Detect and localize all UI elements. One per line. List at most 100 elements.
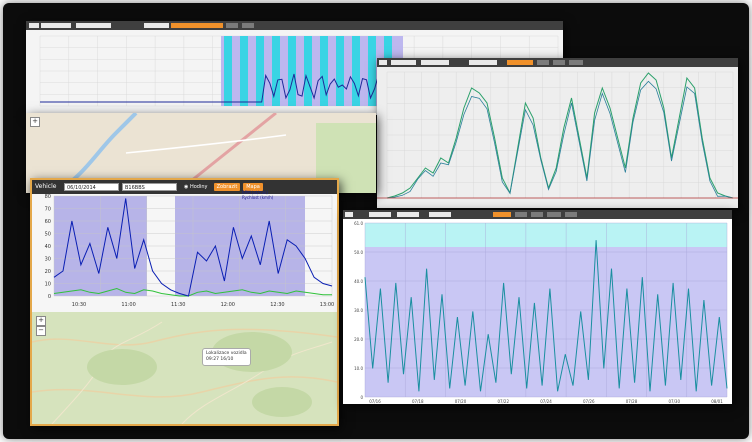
map-area-svg bbox=[32, 312, 337, 424]
x-tick-label: 07/26 bbox=[583, 399, 595, 404]
y-tick-label: 60 bbox=[45, 219, 51, 225]
y-tick-label: 70 bbox=[45, 207, 51, 213]
map-zoom-in-button[interactable]: + bbox=[30, 117, 40, 127]
x-axis-ticks: 07/16 07/18 07/20 07/22 07/24 07/26 07/28 07/30… bbox=[369, 399, 723, 404]
y-axis-ticks: 61.0 50.0 40.0 30.0 20.0 10.0 0 bbox=[354, 221, 363, 400]
hodiny-radio-label: Hodiny bbox=[189, 184, 208, 190]
hodiny-radio[interactable]: ◉ Hodiny bbox=[184, 184, 208, 190]
toolbar-button[interactable] bbox=[537, 60, 549, 65]
y-tick-label: 10 bbox=[45, 282, 51, 288]
map-zoom-out-button[interactable]: − bbox=[36, 326, 46, 336]
map-button[interactable]: Mapa bbox=[243, 183, 263, 191]
cyan-band bbox=[256, 36, 264, 106]
grid bbox=[386, 71, 734, 199]
toolbar-field[interactable] bbox=[379, 60, 387, 65]
x-tick-label: 13:00 bbox=[320, 302, 334, 308]
toolbar-field[interactable] bbox=[369, 212, 391, 217]
toolbar-button[interactable] bbox=[242, 23, 254, 28]
show-button[interactable]: Zobrazit bbox=[214, 183, 240, 191]
y-tick-label: 50.0 bbox=[354, 250, 363, 255]
toolbar-field[interactable] bbox=[144, 23, 169, 28]
x-tick-label: 10:30 bbox=[72, 302, 86, 308]
series-line-teal bbox=[386, 80, 734, 199]
cyan-band bbox=[288, 36, 296, 106]
x-tick-label: 12:00 bbox=[221, 302, 235, 308]
top-right-chart-svg bbox=[377, 67, 738, 208]
y-tick-label: 10.0 bbox=[354, 366, 363, 371]
plate-input[interactable]: B16BBS bbox=[122, 183, 177, 191]
y-tick-label: 80 bbox=[45, 194, 51, 200]
toolbar-field[interactable] bbox=[469, 60, 497, 65]
toolbar-field[interactable] bbox=[429, 212, 451, 217]
toolbar-button[interactable] bbox=[531, 212, 543, 217]
x-tick-label: 11:00 bbox=[121, 302, 135, 308]
cyan-band bbox=[352, 36, 360, 106]
callout-line2: 09:27 16/10 bbox=[206, 357, 234, 362]
bottom-right-chart-svg: 61.0 50.0 40.0 30.0 20.0 10.0 0 07/16 07/18 07/2… bbox=[343, 219, 732, 404]
x-tick-label: 11:30 bbox=[171, 302, 185, 308]
top-right-chart-panel bbox=[377, 58, 738, 208]
bottom-right-toolbar bbox=[343, 210, 732, 219]
cyan-band bbox=[272, 36, 280, 106]
x-tick-label: 07/16 bbox=[369, 399, 381, 404]
toolbar-button[interactable] bbox=[507, 60, 533, 65]
toolbar-button[interactable] bbox=[493, 212, 511, 217]
toolbar-button[interactable] bbox=[226, 23, 238, 28]
y-axis-ticks: 80 70 60 50 40 30 20 10 0 bbox=[45, 194, 51, 300]
y-tick-label: 0 bbox=[360, 395, 363, 400]
left-main-panel: Vehicle 06/10/2014 B16BBS ◉ Hodiny Zobra… bbox=[30, 178, 339, 426]
x-tick-label: 07/20 bbox=[455, 399, 467, 404]
cyan-band bbox=[304, 36, 312, 106]
plot-bg bbox=[377, 67, 738, 208]
y-tick-label: 30 bbox=[45, 257, 51, 263]
date-input[interactable]: 06/10/2014 bbox=[64, 183, 119, 191]
x-tick-label: 07/18 bbox=[412, 399, 424, 404]
x-tick-label: 12:30 bbox=[270, 302, 284, 308]
legend-line2: Rychlost (km/h) bbox=[242, 195, 274, 200]
y-tick-label: 0 bbox=[48, 294, 51, 300]
series-line-blue bbox=[53, 198, 333, 297]
band-violet bbox=[365, 247, 727, 397]
toolbar-button[interactable] bbox=[565, 212, 577, 217]
series-line bbox=[364, 240, 728, 392]
grid bbox=[53, 195, 333, 297]
map-zoom-in-button[interactable]: + bbox=[36, 316, 46, 326]
toolbar-field[interactable] bbox=[345, 212, 353, 217]
series-line-green bbox=[53, 287, 332, 297]
top-right-toolbar bbox=[377, 58, 738, 67]
map-area: + − Lokalizace vozidla 09:27 16/10 bbox=[32, 312, 337, 424]
y-tick-label: 40 bbox=[45, 244, 51, 250]
toolbar-button[interactable] bbox=[569, 60, 583, 65]
cyan-band bbox=[336, 36, 344, 106]
vehicle-label: Vehicle bbox=[35, 183, 57, 190]
y-tick-label: 20.0 bbox=[354, 337, 363, 342]
cyan-band bbox=[368, 36, 376, 106]
series-line-green bbox=[386, 72, 734, 199]
cyan-band bbox=[240, 36, 248, 106]
legend-line1: RPM (ot/min) bbox=[242, 190, 268, 195]
toolbar-field[interactable] bbox=[29, 23, 39, 28]
bottom-right-chart-panel: 61.0 50.0 40.0 30.0 20.0 10.0 0 07/16 07/18 07/2… bbox=[343, 210, 732, 404]
toolbar-field[interactable] bbox=[397, 212, 419, 217]
toolbar-field[interactable] bbox=[76, 23, 111, 28]
toolbar-field[interactable] bbox=[391, 60, 416, 65]
vehicle-location-callout: Lokalizace vozidla 09:27 16/10 bbox=[202, 348, 251, 366]
x-tick-label: 07/24 bbox=[540, 399, 552, 404]
toolbar-field[interactable] bbox=[41, 23, 71, 28]
toolbar-button[interactable] bbox=[553, 60, 565, 65]
y-tick-label: 50 bbox=[45, 232, 51, 238]
toolbar-field[interactable] bbox=[421, 60, 449, 65]
y-tick-label: 40.0 bbox=[354, 279, 363, 284]
toolbar-button[interactable] bbox=[547, 212, 561, 217]
y-tick-label: 30.0 bbox=[354, 308, 363, 313]
y-tick-label: 20 bbox=[45, 269, 51, 275]
band-cyan bbox=[365, 223, 727, 247]
cyan-band bbox=[224, 36, 232, 106]
x-axis-ticks: 10:30 11:00 11:30 12:00 12:30 13:00 bbox=[72, 302, 334, 308]
y-tick-label: 61.0 bbox=[354, 221, 363, 226]
x-tick-label: 07/30 bbox=[668, 399, 680, 404]
toolbar-button[interactable] bbox=[515, 212, 527, 217]
x-tick-label: 08/01 bbox=[711, 399, 723, 404]
cyan-band bbox=[320, 36, 328, 106]
toolbar-button[interactable] bbox=[171, 23, 223, 28]
